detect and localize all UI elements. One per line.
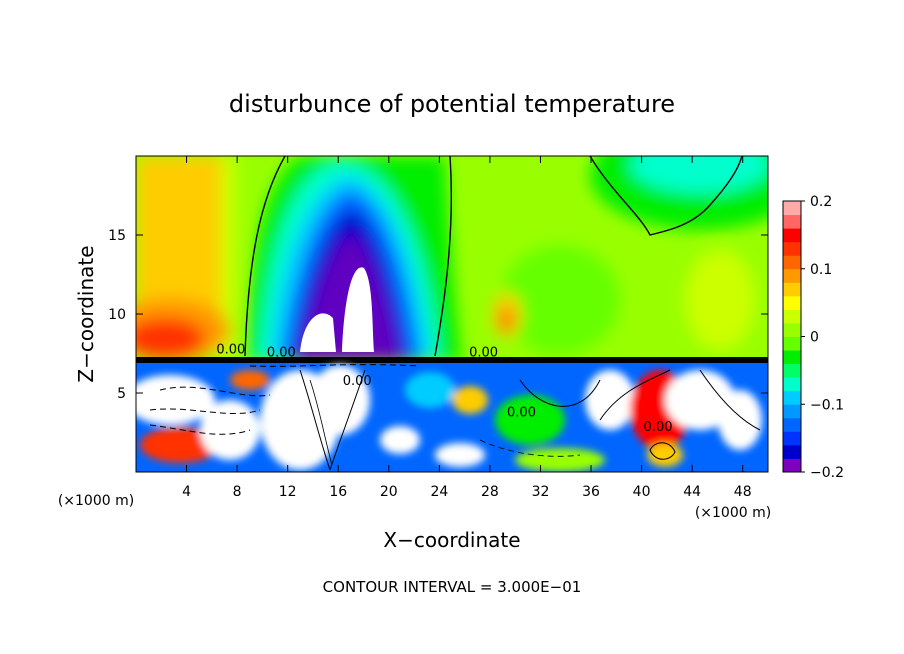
- contour-labels: 0.00 0.00 0.00 0.00 0.00 0.00: [216, 343, 672, 435]
- x-tick-label: 8: [233, 484, 242, 500]
- colorbar-swatch: [783, 201, 801, 216]
- contour-lines: [149, 156, 761, 471]
- y-axis-label: Z−coordinate: [74, 245, 98, 382]
- colorbar-swatch: [783, 336, 801, 351]
- y-tick-label: 15: [108, 228, 126, 244]
- colorbar-swatch: [783, 255, 801, 270]
- colorbar: 0.2 0.1 0 −0.1 −0.2: [782, 194, 844, 481]
- colorbar-swatch: [783, 377, 801, 392]
- colorbar-tick-label: 0: [810, 330, 819, 346]
- chart-title: disturbunce of potential temperature: [229, 90, 675, 118]
- colorbar-tick-label: −0.2: [810, 465, 844, 481]
- x-tick-label: 36: [582, 484, 600, 500]
- x-axis: 4 8 12 16 20 24 28 32 36 40 44 48: [182, 156, 752, 500]
- x-tick-label: 16: [329, 484, 347, 500]
- boundary-layer: [136, 357, 768, 472]
- colorbar-swatch: [783, 214, 801, 229]
- y-tick-label: 5: [117, 386, 126, 402]
- colorbar-swatch: [783, 458, 801, 473]
- colorbar-swatch: [783, 322, 801, 337]
- colorbar-tick-label: 0.2: [810, 194, 832, 210]
- y-axis: 5 10 15: [108, 228, 768, 402]
- colorbar-swatch: [783, 309, 801, 324]
- colorbar-swatch: [783, 282, 801, 297]
- colorbar-swatch: [783, 350, 801, 365]
- contour-label: 0.00: [507, 406, 536, 421]
- x-tick-label: 44: [683, 484, 701, 500]
- x-axis-label: X−coordinate: [383, 528, 520, 552]
- colorbar-swatch: [783, 390, 801, 405]
- colorbar-swatch: [783, 241, 801, 256]
- colorbar-tick-label: 0.1: [810, 262, 832, 278]
- contour-label: 0.00: [216, 343, 245, 358]
- x-tick-label: 32: [532, 484, 550, 500]
- contour-label: 0.00: [469, 346, 498, 361]
- colorbar-swatch: [783, 417, 801, 432]
- colorbar-swatch: [783, 363, 801, 378]
- colorbar-swatch: [783, 295, 801, 310]
- x-tick-label: 24: [430, 484, 448, 500]
- colorbar-swatch: [783, 431, 801, 446]
- x-tick-label: 20: [380, 484, 398, 500]
- contour-label: 0.00: [644, 420, 673, 435]
- colorbar-swatch: [783, 444, 801, 459]
- contour-label: 0.00: [343, 374, 372, 389]
- x-tick-label: 48: [734, 484, 752, 500]
- colorbar-swatch: [783, 228, 801, 243]
- contour-interval-note: CONTOUR INTERVAL = 3.000E−01: [323, 578, 582, 596]
- x-tick-label: 40: [633, 484, 651, 500]
- x-tick-label: 12: [279, 484, 297, 500]
- x-unit-left: (×1000 m): [58, 493, 134, 509]
- colorbar-swatch: [783, 404, 801, 419]
- contour-label: 0.00: [267, 346, 296, 361]
- x-tick-label: 4: [182, 484, 191, 500]
- y-tick-label: 10: [108, 307, 126, 323]
- field: [136, 156, 768, 472]
- x-unit-right: (×1000 m): [695, 505, 771, 521]
- upper-field: [136, 156, 768, 362]
- x-tick-label: 28: [481, 484, 499, 500]
- colorbar-swatch: [783, 268, 801, 283]
- colorbar-tick-label: −0.1: [810, 397, 844, 413]
